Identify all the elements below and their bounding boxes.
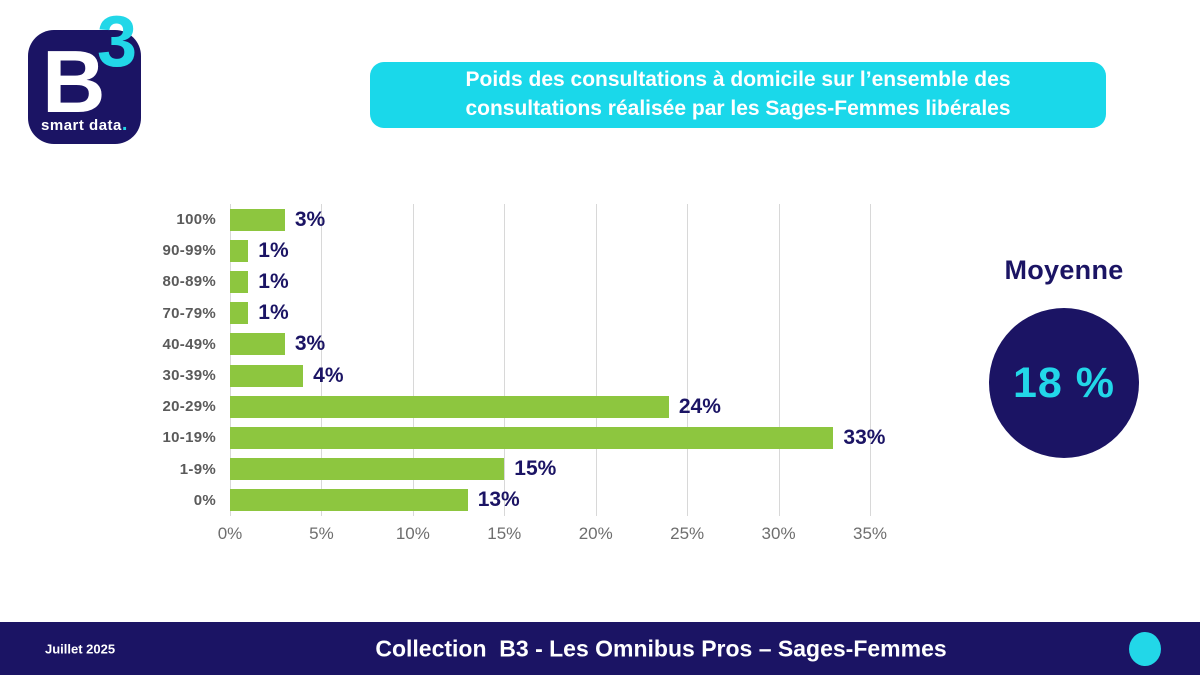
bar: [230, 395, 669, 418]
gridline: [321, 204, 323, 516]
bar-row: 1-9% 15%: [180, 454, 870, 485]
category-label: 20-29%: [162, 398, 216, 416]
bar: [230, 489, 468, 512]
footer-title: Collection B3 - Les Omnibus Pros – Sages…: [375, 635, 947, 661]
category-label: 100%: [176, 211, 216, 229]
x-tick-label: 30%: [761, 524, 796, 543]
chart-title: Poids des consultations à domicile sur l…: [465, 68, 1011, 120]
average-label: Moyenne: [1004, 255, 1124, 285]
average-circle: 18 %: [989, 308, 1139, 458]
x-tick-label: 25%: [670, 524, 705, 543]
x-tick-label: 15%: [487, 524, 522, 543]
footer-date: Juillet 2025: [45, 641, 116, 656]
title-banner: Poids des consultations à domicile sur l…: [370, 62, 1106, 128]
bar-value-label: 1%: [258, 301, 289, 325]
bar-row: 30-39% 4%: [162, 360, 870, 391]
category-label: 90-99%: [162, 242, 216, 260]
bar-value-label: 33%: [843, 425, 886, 449]
x-tick-label: 10%: [395, 524, 430, 543]
x-axis: 0% 5% 10% 15% 20% 25% 30% 35%: [218, 524, 887, 548]
bar-row: 20-29% 24%: [162, 391, 870, 422]
category-label: 70-79%: [162, 304, 216, 322]
bar-row: 80-89% 1%: [162, 266, 870, 297]
logo-digit-3: 3: [96, 2, 137, 82]
bar-row: 0% 13%: [194, 485, 870, 516]
x-tick-label: 0%: [217, 524, 243, 543]
bar: [230, 302, 249, 325]
category-label: 10-19%: [162, 429, 216, 447]
bar-value-label: 4%: [313, 363, 344, 387]
logo-letter-b: B: [42, 32, 106, 131]
bar-value-label: 13%: [477, 488, 520, 512]
bar: [230, 270, 249, 293]
plot-area: 100% 3% 90-99% 1% 80-89% 1% 70-79% 1% 40-49% 3% 30…: [162, 204, 885, 516]
category-label: 80-89%: [162, 273, 216, 291]
bar-value-label: 15%: [514, 457, 557, 481]
bar-value-label: 24%: [678, 394, 721, 418]
average-value: 18 %: [1012, 358, 1115, 407]
bar: [230, 239, 249, 262]
bar-row: 70-79% 1%: [162, 298, 870, 329]
category-label: 0%: [193, 491, 216, 509]
bar: [230, 208, 285, 231]
category-label: 40-49%: [162, 335, 216, 353]
gridline: [230, 204, 231, 516]
bar-row: 90-99% 1%: [162, 235, 870, 266]
bar-value-label: 3%: [294, 207, 326, 231]
gridline: [595, 204, 597, 516]
x-tick-label: 35%: [852, 524, 888, 543]
x-tick-label: 20%: [578, 524, 613, 543]
gridline: [870, 204, 871, 516]
bar-value-label: 1%: [258, 269, 289, 293]
logo-tagline: smart data.: [41, 113, 128, 135]
average-block: Moyenne 18 %: [964, 255, 1164, 458]
category-label: 30-39%: [162, 367, 216, 385]
gridline: [504, 204, 506, 516]
footer-bar: Juillet 2025 Collection B3 - Les Omnibus…: [0, 622, 1200, 675]
bar: [230, 426, 834, 449]
category-label: 1-9%: [179, 460, 216, 478]
bar-value-label: 3%: [294, 332, 326, 356]
bar-value-label: 1%: [258, 238, 289, 262]
gridline: [778, 204, 780, 516]
bar: [230, 364, 304, 387]
footer-cyan-dot-icon: [1129, 631, 1161, 666]
gridline: [687, 204, 689, 516]
bar: [230, 458, 505, 481]
bar-row: 40-49% 3%: [162, 329, 870, 360]
gridline: [412, 204, 414, 516]
bar: [230, 333, 285, 356]
x-tick-label: 5%: [309, 524, 334, 543]
bar-row: 10-19% 33%: [162, 422, 885, 453]
logo-dot: .: [121, 113, 128, 135]
bar-row: 100% 3%: [176, 204, 870, 235]
b3-smart-data-logo: B 3 smart data.: [28, 6, 141, 144]
